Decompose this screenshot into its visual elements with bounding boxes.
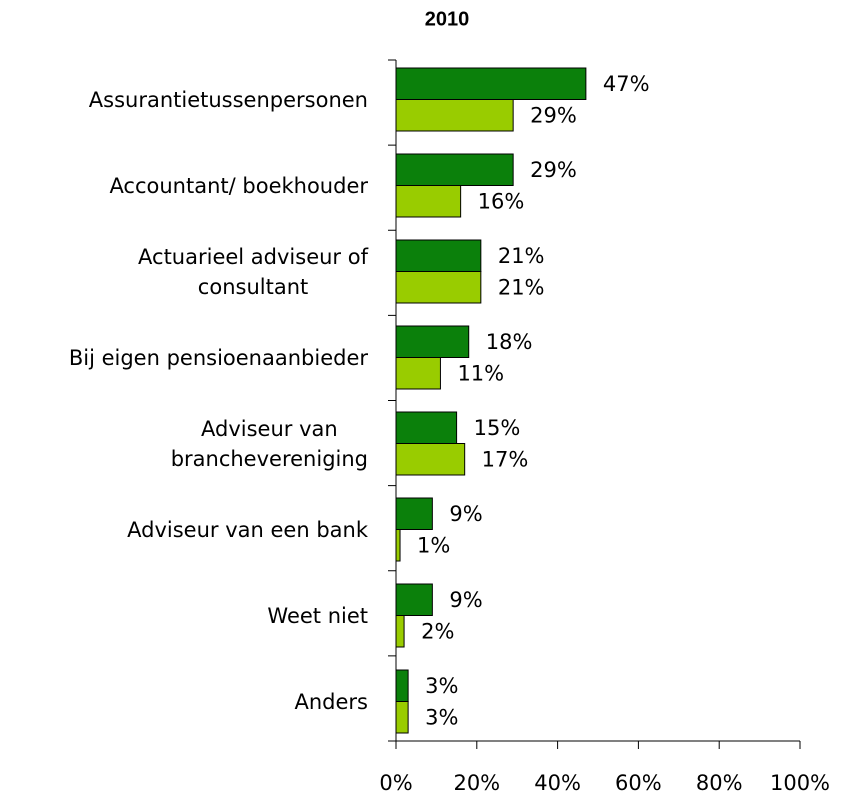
bar (395, 615, 405, 648)
x-tick-label: 20% (453, 771, 500, 795)
x-tick-label: 0% (379, 771, 412, 795)
bar (395, 185, 462, 218)
bar (395, 583, 433, 616)
data-label: 2% (421, 619, 454, 643)
data-label: 29% (530, 158, 577, 182)
bar (395, 669, 409, 702)
data-label: 3% (425, 705, 458, 729)
bar (395, 239, 482, 272)
bar (395, 701, 409, 734)
data-label: 29% (530, 103, 577, 127)
bar (395, 153, 514, 186)
x-tick-label: 60% (615, 771, 662, 795)
data-label: 3% (425, 674, 458, 698)
data-label: 16% (478, 189, 525, 213)
data-label: 17% (482, 447, 529, 471)
data-label: 21% (498, 244, 545, 268)
category-label: Assurantietussenpersonen (88, 87, 368, 112)
data-label: 9% (449, 588, 482, 612)
bar (395, 529, 401, 562)
data-label: 11% (457, 361, 504, 385)
data-label: 47% (603, 72, 650, 96)
category-label: Bij eigen pensioenaanbieder (68, 345, 368, 370)
x-tick-label: 40% (534, 771, 581, 795)
bar (395, 357, 441, 390)
bar (395, 99, 514, 132)
bar (395, 325, 470, 358)
category-label: Adviseur van branchevereniging (170, 416, 368, 471)
category-label: Weet niet (267, 603, 368, 628)
chart-title: 2010 (425, 8, 470, 30)
data-label: 1% (417, 533, 450, 557)
data-label: 9% (449, 502, 482, 526)
bar (395, 411, 458, 444)
data-label: 18% (486, 330, 533, 354)
bar (395, 67, 587, 100)
category-label: Anders (294, 689, 369, 714)
data-label: 21% (498, 275, 545, 299)
data-label: 15% (474, 416, 521, 440)
category-label: Adviseur van een bank (127, 517, 368, 542)
bar (395, 443, 466, 476)
bar (395, 271, 482, 304)
category-label: Actuarieel adviseur of consultant (138, 244, 368, 299)
category-label: Accountant/ boekhouder (109, 173, 368, 198)
bar (395, 497, 433, 530)
x-tick-label: 100% (770, 771, 830, 795)
x-tick-label: 80% (696, 771, 743, 795)
